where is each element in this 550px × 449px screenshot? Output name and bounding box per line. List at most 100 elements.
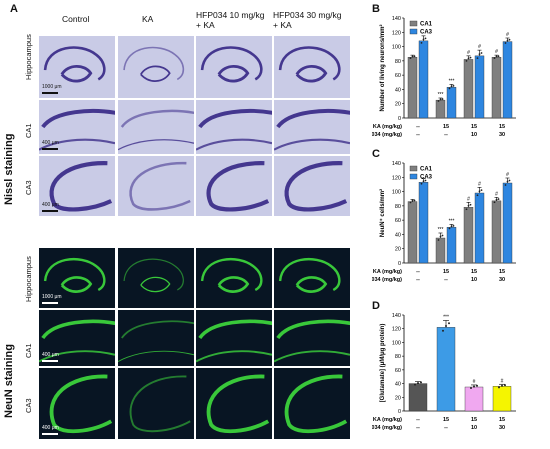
data-point bbox=[439, 235, 442, 238]
column-header-ka: KA bbox=[142, 14, 154, 24]
nissl-row-ca1: CA1 bbox=[24, 123, 33, 138]
hfp034-row-label: HFP034 (mg/kg) bbox=[372, 277, 402, 283]
neun-hippocampus-micrograph-hfp10 bbox=[196, 248, 272, 308]
condition-value: -- bbox=[416, 277, 420, 283]
nissl-scale-label-hippocampus: 1000 μm bbox=[42, 84, 62, 90]
bar-glutamate-0 bbox=[408, 383, 428, 412]
nissl-ca3-micrograph-hfp30 bbox=[274, 156, 350, 216]
nissl-ca1-micrograph-hfp10 bbox=[196, 100, 272, 154]
y-tick-label: 100 bbox=[392, 340, 401, 346]
data-point bbox=[424, 179, 427, 182]
y-tick-label: 140 bbox=[392, 16, 401, 22]
data-point bbox=[417, 382, 419, 385]
chart-living-neurons: 0 20 40 60 80 100 120 140 Number of living neuro… bbox=[372, 16, 516, 138]
nissl-scale-bar-ca3 bbox=[42, 210, 58, 212]
bar-glutamate-2 bbox=[464, 386, 484, 412]
legend-label-ca3: CA3 bbox=[420, 30, 433, 36]
y-tick-label: 60 bbox=[395, 73, 401, 79]
data-point bbox=[478, 190, 481, 193]
neun-ca1-micrograph-ka bbox=[118, 310, 194, 366]
ka-row-label: KA (mg/kg) bbox=[373, 269, 402, 275]
condition-value: 10 bbox=[471, 277, 477, 283]
legend-label-ca1: CA1 bbox=[420, 167, 433, 173]
data-point bbox=[465, 208, 468, 211]
neun-ca3-micrograph-ka bbox=[118, 368, 194, 439]
condition-value: 15 bbox=[443, 417, 449, 423]
legend-label-ca1: CA1 bbox=[420, 22, 433, 28]
data-point bbox=[437, 239, 440, 241]
data-point bbox=[439, 98, 442, 101]
significance-mark: # bbox=[506, 32, 509, 38]
condition-value: 30 bbox=[499, 132, 505, 138]
data-point bbox=[441, 98, 444, 100]
data-point bbox=[467, 57, 470, 60]
y-tick-label: 0 bbox=[398, 116, 401, 122]
y-tick-label: 120 bbox=[392, 175, 401, 181]
bar-ca1-3 bbox=[491, 200, 502, 264]
data-point bbox=[506, 39, 509, 42]
bar-ca1-1 bbox=[435, 99, 446, 119]
column-header-hfp10: HFP034 10 mg/kg + KA bbox=[196, 10, 265, 30]
legend-label-ca3: CA3 bbox=[420, 175, 433, 181]
nissl-ca3-micrograph-hfp10 bbox=[196, 156, 272, 216]
condition-value: 10 bbox=[471, 425, 477, 431]
data-point bbox=[469, 203, 472, 206]
condition-value: -- bbox=[416, 417, 420, 423]
data-point bbox=[420, 381, 422, 384]
nissl-staining-label: Nissl staining bbox=[3, 133, 15, 205]
data-point bbox=[480, 52, 483, 54]
neun-row-ca3: CA3 bbox=[24, 398, 33, 413]
data-point bbox=[504, 384, 506, 387]
significance-mark: *** bbox=[449, 78, 455, 84]
condition-value: 15 bbox=[499, 269, 505, 275]
y-tick-label: 0 bbox=[398, 261, 401, 267]
y-tick-label: 80 bbox=[395, 354, 401, 360]
y-tick-label: 20 bbox=[395, 102, 401, 108]
data-point bbox=[497, 198, 500, 200]
panel-letter-d: D bbox=[372, 300, 380, 312]
data-point bbox=[424, 37, 427, 40]
data-point bbox=[508, 179, 511, 182]
y-tick-label: 60 bbox=[395, 218, 401, 224]
data-point bbox=[448, 227, 451, 230]
y-tick-label: 40 bbox=[395, 382, 401, 388]
neun-hippocampus-micrograph-control bbox=[39, 248, 115, 308]
data-point bbox=[465, 59, 468, 62]
data-point bbox=[506, 180, 509, 183]
data-point bbox=[495, 55, 498, 58]
data-point bbox=[478, 53, 481, 56]
y-tick-label: 80 bbox=[395, 59, 401, 65]
data-point bbox=[469, 56, 472, 59]
y-tick-label: 20 bbox=[395, 247, 401, 253]
data-point bbox=[476, 57, 479, 60]
data-point bbox=[441, 234, 444, 237]
nissl-hippocampus-micrograph-ka bbox=[118, 36, 194, 98]
data-point bbox=[437, 100, 440, 102]
y-tick-label: 80 bbox=[395, 204, 401, 210]
data-point bbox=[448, 87, 451, 90]
condition-value: 15 bbox=[499, 417, 505, 423]
hfp034-row-label: HFP034 (mg/kg) bbox=[372, 425, 402, 431]
significance-mark: # bbox=[478, 44, 481, 50]
significance-mark: *** bbox=[438, 92, 444, 98]
data-point bbox=[409, 201, 412, 204]
neun-scale-bar-ca1 bbox=[42, 360, 58, 362]
significance-mark: # bbox=[467, 50, 470, 56]
nissl-scale-bar-ca1 bbox=[42, 148, 58, 150]
data-point bbox=[445, 324, 447, 327]
condition-value: 30 bbox=[499, 425, 505, 431]
nissl-hippocampus-micrograph-hfp10 bbox=[196, 36, 272, 98]
y-tick-label: 40 bbox=[395, 87, 401, 93]
y-tick-label: 140 bbox=[392, 161, 401, 167]
nissl-scale-label-ca1: 400 μm bbox=[42, 140, 59, 146]
significance-mark: *** bbox=[449, 218, 455, 224]
bar-ca3-3 bbox=[502, 41, 513, 119]
data-point bbox=[411, 200, 414, 202]
neun-ca1-micrograph-hfp10 bbox=[196, 310, 272, 366]
panel-letter-a: A bbox=[10, 3, 18, 15]
bar-ca3-1 bbox=[446, 227, 457, 264]
legend-swatch-ca3 bbox=[409, 28, 418, 35]
chart-glutamate: 0 20 40 60 80 100 120 140 [Glutamate] (μM/μg pro… bbox=[372, 313, 516, 431]
condition-value: 15 bbox=[471, 124, 477, 130]
condition-value: 15 bbox=[471, 417, 477, 423]
